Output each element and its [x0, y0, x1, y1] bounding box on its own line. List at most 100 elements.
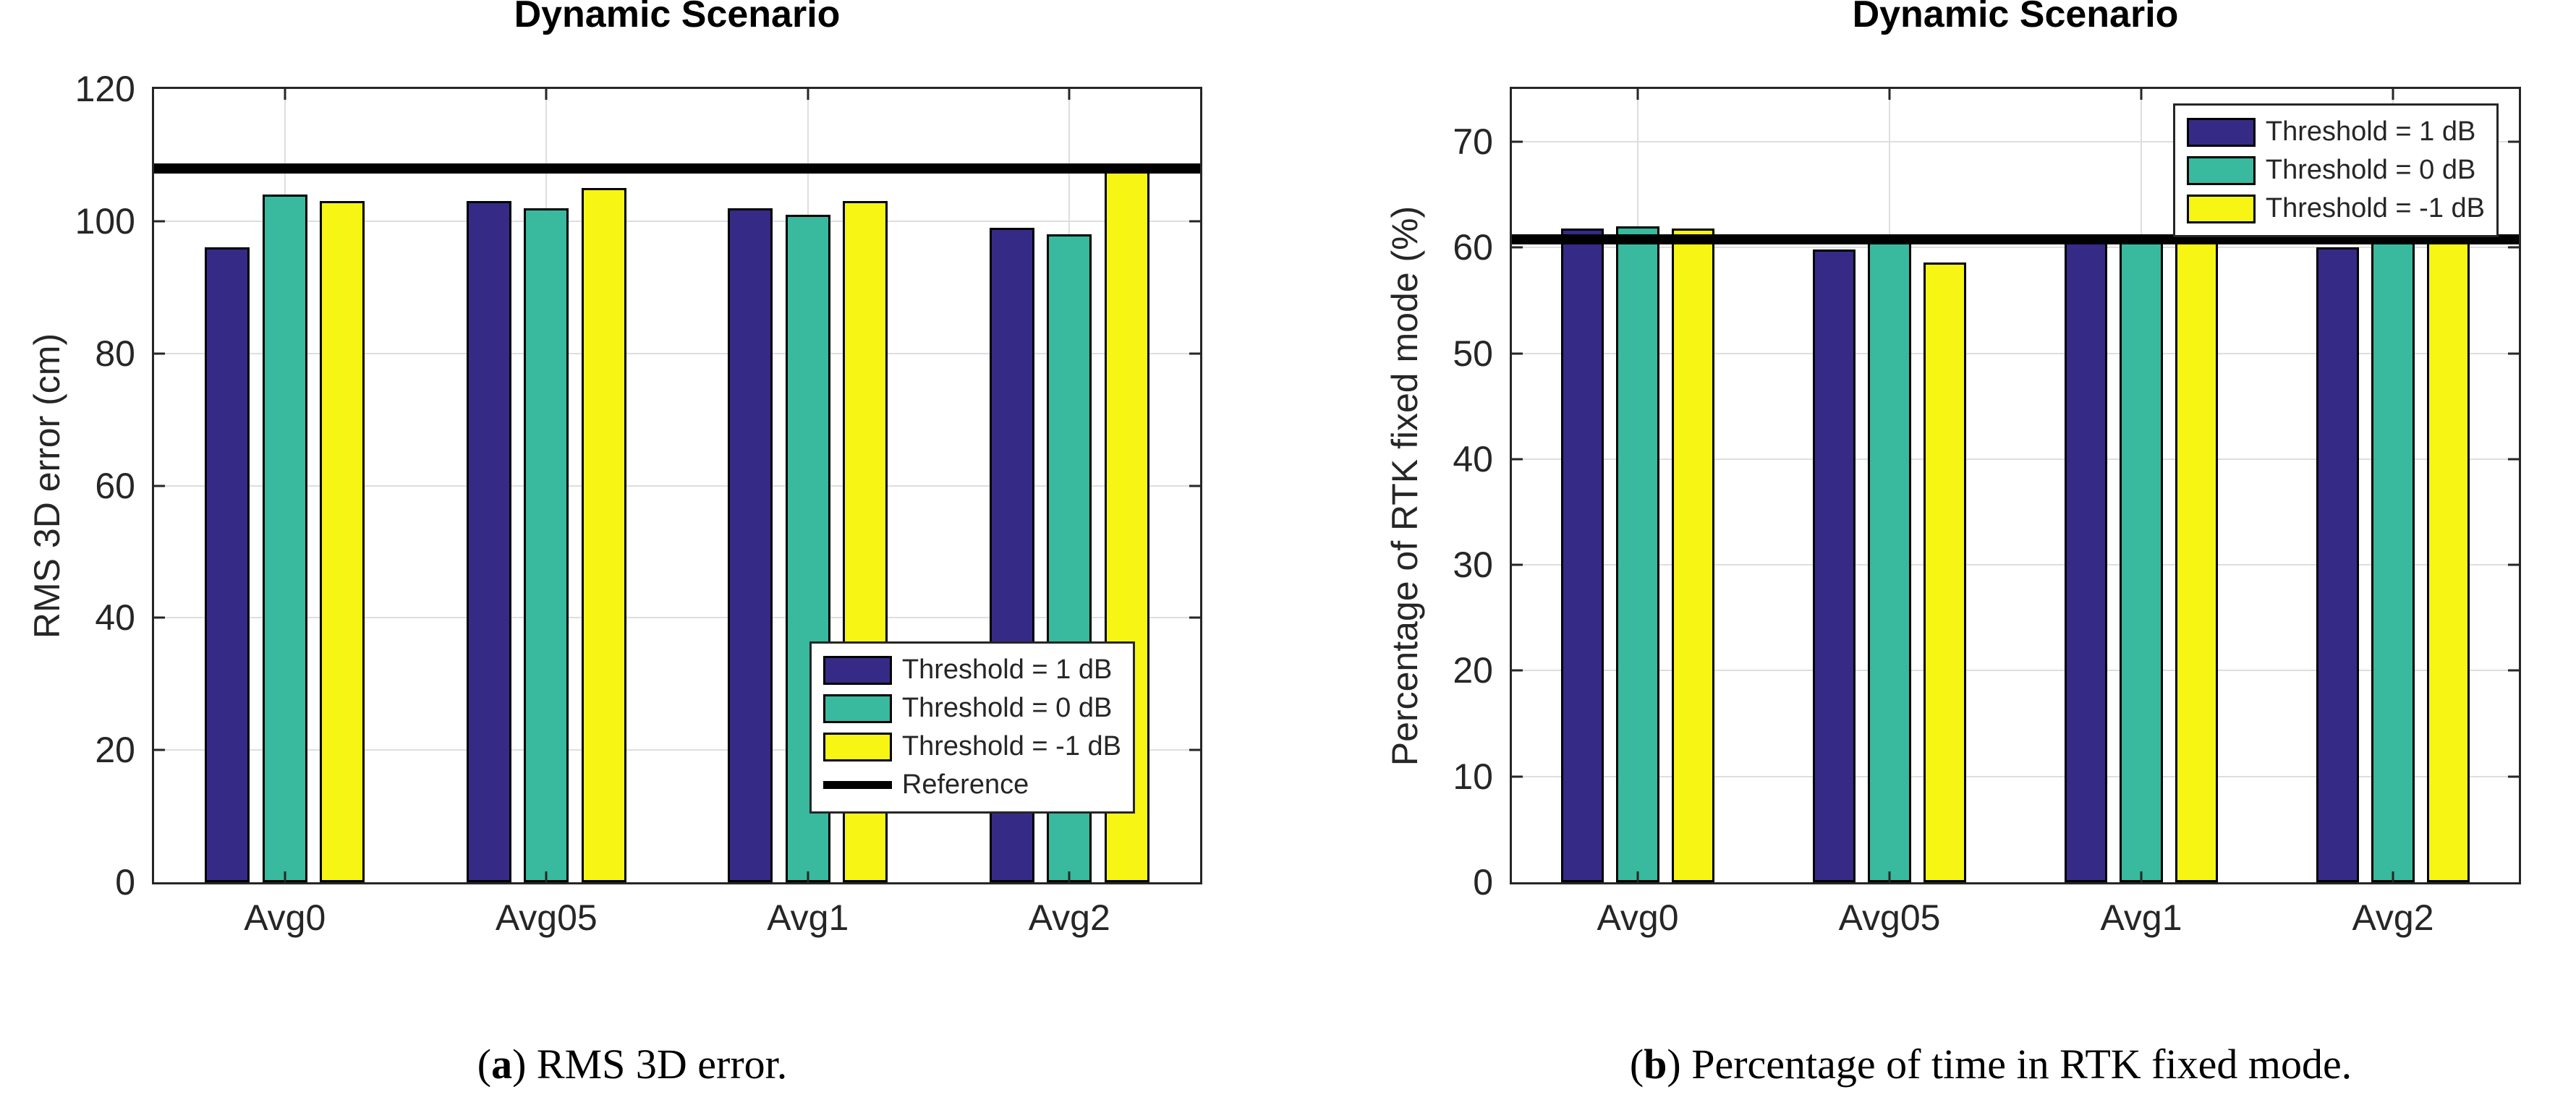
x-tick	[2392, 871, 2394, 882]
bar-series2-avg2	[2371, 242, 2415, 882]
y-tick-label: 20	[1453, 650, 1493, 691]
y-tick-label: 40	[95, 597, 135, 639]
legend-entry-label: Threshold = -1 dB	[2265, 193, 2485, 223]
y-tick	[1512, 352, 1523, 355]
y-gridline	[154, 485, 1200, 487]
x-tick-label: Avg05	[495, 897, 598, 938]
plot-area-b: Dynamic Scenario Percentage of RTK fixed…	[1385, 0, 2521, 938]
y-axis-label: RMS 3D error (cm)	[27, 333, 67, 639]
x-tick	[2140, 89, 2143, 100]
caption-a: (a) RMS 3D error.	[477, 1040, 788, 1088]
x-tick-label: Avg05	[1838, 897, 1941, 938]
y-gridline	[1512, 775, 2519, 777]
y-tick	[2508, 140, 2519, 143]
bar-series3-avg2	[2426, 242, 2470, 882]
bar-series3-avg05	[1923, 262, 1967, 882]
y-tick	[1512, 669, 1523, 672]
x-tick	[2392, 89, 2394, 100]
y-tick-label: 80	[95, 333, 135, 374]
y-gridline	[154, 617, 1200, 619]
y-tick	[2508, 458, 2519, 461]
y-gridline	[1512, 458, 2519, 460]
bar-series2-avg0	[262, 195, 307, 882]
y-tick-label: 100	[75, 200, 135, 242]
caption-text: ) RMS 3D error.	[512, 1041, 788, 1088]
bar-series2-avg1	[2120, 242, 2163, 882]
y-gridline	[1512, 141, 2519, 143]
x-tick	[1636, 871, 1639, 882]
bar-series1-avg0	[1560, 229, 1604, 882]
y-tick-label: 120	[75, 69, 135, 109]
x-tick	[1888, 871, 1891, 882]
legend-color-swatch	[822, 694, 892, 723]
y-tick	[2508, 775, 2519, 778]
legend-color-swatch	[2186, 155, 2256, 185]
plot-area-a: Dynamic Scenario RMS 3D error (cm) 0 20 40…	[27, 0, 1202, 938]
legend-entry: Threshold = 1 dB	[2186, 116, 2485, 148]
y-tick	[1512, 246, 1523, 249]
legend-entry: Threshold = 0 dB	[822, 693, 1121, 724]
x-tick	[545, 89, 548, 100]
y-gridline	[154, 352, 1200, 354]
y-tick	[1512, 775, 1523, 778]
y-gridline	[1512, 247, 2519, 249]
y-gridline	[1512, 352, 2519, 354]
bar-series1-avg1	[728, 208, 773, 882]
y-tick	[154, 616, 165, 619]
y-tick	[2508, 563, 2519, 566]
y-axis-label: Percentage of RTK fixed mode (%)	[1385, 205, 1425, 766]
legend-entry: Threshold = 1 dB	[822, 654, 1121, 686]
x-tick-label: Avg0	[244, 897, 326, 938]
chart-title: Dynamic Scenario	[1852, 0, 2179, 35]
legend-entry-label: Threshold = 0 dB	[901, 693, 1113, 723]
caption-open: (	[477, 1041, 492, 1088]
x-tick	[284, 871, 286, 882]
x-tick	[1068, 89, 1071, 100]
y-tick	[2508, 246, 2519, 249]
legend-entry-label: Threshold = 1 dB	[901, 654, 1113, 685]
bar-series1-avg05	[1812, 249, 1856, 882]
caption-b: (b) Percentage of time in RTK fixed mode…	[1630, 1040, 2352, 1088]
x-tick-label: Avg2	[2352, 897, 2434, 938]
legend-entry-label: Threshold = 1 dB	[2265, 116, 2476, 147]
x-tick	[1888, 89, 1891, 100]
y-gridline	[1512, 670, 2519, 672]
legend-entry-reference: Reference	[822, 769, 1121, 801]
caption-letter: a	[491, 1041, 513, 1088]
y-tick-label: 60	[1453, 227, 1493, 268]
legend-entry: Threshold = -1 dB	[822, 731, 1121, 762]
y-tick	[1189, 220, 1200, 223]
bar-series3-avg0	[320, 201, 365, 882]
caption-text: ) Percentage of time in RTK fixed mode.	[1667, 1041, 2352, 1088]
y-tick	[1512, 140, 1523, 143]
legend-entry-label: Reference	[901, 769, 1029, 800]
y-tick-label: 20	[95, 730, 135, 771]
legend-color-swatch	[822, 655, 892, 685]
x-tick	[1068, 871, 1071, 882]
y-tick-label: 50	[1453, 333, 1493, 374]
y-tick-label: 0	[1473, 862, 1493, 902]
y-tick-label: 0	[115, 862, 135, 902]
y-tick	[1189, 485, 1200, 487]
y-tick	[154, 485, 165, 487]
y-gridline	[154, 749, 1200, 751]
bar-series2-avg05	[1868, 242, 1911, 882]
y-tick	[1512, 563, 1523, 566]
y-tick	[1189, 352, 1200, 355]
x-tick	[1636, 89, 1639, 100]
x-tick-label: Avg1	[767, 897, 849, 938]
x-tick-label: Avg1	[2100, 897, 2182, 938]
legend-b: Threshold = 1 dB Threshold = 0 dB Threshol…	[2172, 103, 2499, 237]
x-tick	[807, 89, 809, 100]
bar-series1-avg05	[466, 201, 511, 882]
legend-entry: Threshold = -1 dB	[2186, 193, 2485, 224]
y-tick	[2508, 669, 2519, 672]
y-tick-label: 10	[1453, 756, 1493, 797]
y-gridline	[154, 220, 1200, 222]
x-tick-label: Avg2	[1028, 897, 1110, 938]
y-tick	[154, 748, 165, 751]
legend-entry-label: Threshold = -1 dB	[901, 731, 1121, 761]
bar-series2-avg05	[524, 208, 569, 882]
y-tick-label: 60	[95, 465, 135, 506]
